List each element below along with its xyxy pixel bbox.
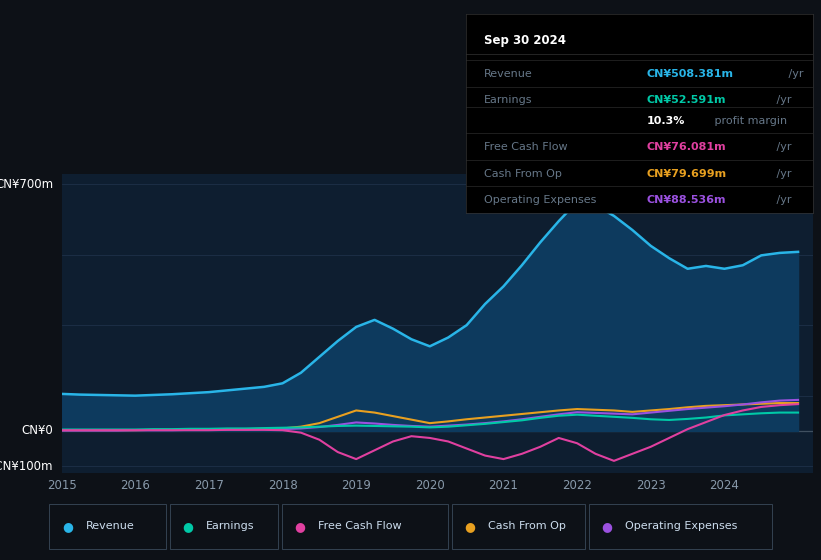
Text: ●: ●: [182, 520, 193, 533]
Text: /yr: /yr: [773, 169, 791, 179]
Text: Operating Expenses: Operating Expenses: [625, 521, 737, 531]
Text: CN¥0: CN¥0: [21, 424, 53, 437]
Text: Sep 30 2024: Sep 30 2024: [484, 34, 566, 47]
Text: -CN¥100m: -CN¥100m: [0, 460, 53, 473]
Text: ●: ●: [465, 520, 475, 533]
Text: Free Cash Flow: Free Cash Flow: [318, 521, 401, 531]
Text: Revenue: Revenue: [484, 69, 532, 78]
Text: Free Cash Flow: Free Cash Flow: [484, 142, 567, 152]
Text: Earnings: Earnings: [206, 521, 255, 531]
Text: /yr: /yr: [773, 195, 791, 205]
Text: ●: ●: [62, 520, 73, 533]
Text: Cash From Op: Cash From Op: [484, 169, 562, 179]
Text: profit margin: profit margin: [711, 116, 787, 127]
Text: CN¥88.536m: CN¥88.536m: [646, 195, 726, 205]
Text: CN¥79.699m: CN¥79.699m: [646, 169, 727, 179]
Text: Operating Expenses: Operating Expenses: [484, 195, 596, 205]
Text: CN¥76.081m: CN¥76.081m: [646, 142, 726, 152]
Text: CN¥52.591m: CN¥52.591m: [646, 95, 726, 105]
Text: /yr: /yr: [786, 69, 804, 78]
Text: Cash From Op: Cash From Op: [488, 521, 566, 531]
Text: /yr: /yr: [773, 95, 791, 105]
Text: CN¥700m: CN¥700m: [0, 178, 53, 190]
Text: 10.3%: 10.3%: [646, 116, 685, 127]
Text: Earnings: Earnings: [484, 95, 532, 105]
Text: Revenue: Revenue: [85, 521, 134, 531]
Text: ●: ●: [602, 520, 612, 533]
Text: ●: ●: [294, 520, 305, 533]
Text: /yr: /yr: [773, 142, 791, 152]
Text: CN¥508.381m: CN¥508.381m: [646, 69, 733, 78]
